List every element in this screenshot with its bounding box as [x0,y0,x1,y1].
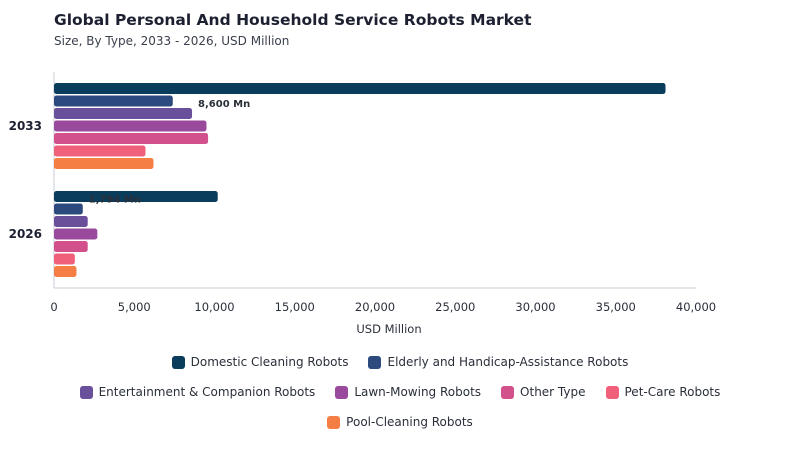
legend-swatch [327,415,341,429]
x-tick-label: 25,000 [435,300,475,314]
bar [54,203,83,215]
x-axis-title: USD Million [356,322,421,336]
bar [54,266,77,277]
legend-row-2: Entertainment & Companion Robots Lawn-Mo… [0,385,800,399]
legend-item[interactable]: Pool-Cleaning Robots [327,415,473,429]
bar [54,120,207,132]
bar [54,95,173,107]
legend-item[interactable]: Domestic Cleaning Robots [171,355,349,369]
bar [54,253,75,265]
bar [54,216,88,227]
x-tick-label: 30,000 [515,300,555,314]
category-label: 2033 [9,119,42,133]
legend-item[interactable]: Other Type [501,385,586,399]
x-tick-label: 15,000 [275,300,315,314]
x-tick-label: 10,000 [194,300,234,314]
legend-label: Elderly and Handicap-Assistance Robots [387,355,629,369]
x-tick-label: 0 [50,300,57,314]
legend-label: Entertainment & Companion Robots [98,385,316,399]
legend-swatch [501,385,515,399]
bar [54,133,209,144]
bar [54,145,146,157]
bar [54,228,98,240]
bar [54,158,154,169]
x-tick-label: 40,000 [676,300,716,314]
bar [54,241,88,252]
chart-subtitle: Size, By Type, 2033 - 2026, USD Million [54,34,290,48]
bar [54,108,193,119]
bar [54,191,218,202]
chart-title: Global Personal And Household Service Ro… [54,11,532,29]
legend-item[interactable]: Entertainment & Companion Robots [79,385,316,399]
legend-swatch [335,385,349,399]
category-label: 2026 [9,227,42,241]
bar [54,83,666,94]
legend-label: Pet-Care Robots [624,385,721,399]
legend-swatch [171,355,185,369]
legend-item[interactable]: Lawn-Mowing Robots [335,385,481,399]
legend-label: Lawn-Mowing Robots [354,385,482,399]
legend-row-1: Domestic Cleaning Robots Elderly and Han… [0,355,800,369]
legend-label: Domestic Cleaning Robots [190,355,349,369]
x-tick-label: 20,000 [355,300,395,314]
legend-row-3: Pool-Cleaning Robots [0,415,800,429]
x-tick-label: 35,000 [596,300,636,314]
x-tick-label: 5,000 [118,300,151,314]
data-label: 1,794 Mn [89,195,141,206]
legend-item[interactable]: Pet-Care Robots [605,385,721,399]
legend-label: Other Type [520,385,586,399]
legend-item[interactable]: Elderly and Handicap-Assistance Robots [368,355,628,369]
data-label: 8,600 Mn [198,99,250,110]
bar-chart: 0 5,000 10,000 15,000 20,000 25,000 30,000 35,0… [9,72,716,336]
legend-swatch [79,385,93,399]
legend-swatch [605,385,619,399]
legend-swatch [368,355,382,369]
legend-label: Pool-Cleaning Robots [346,415,473,429]
